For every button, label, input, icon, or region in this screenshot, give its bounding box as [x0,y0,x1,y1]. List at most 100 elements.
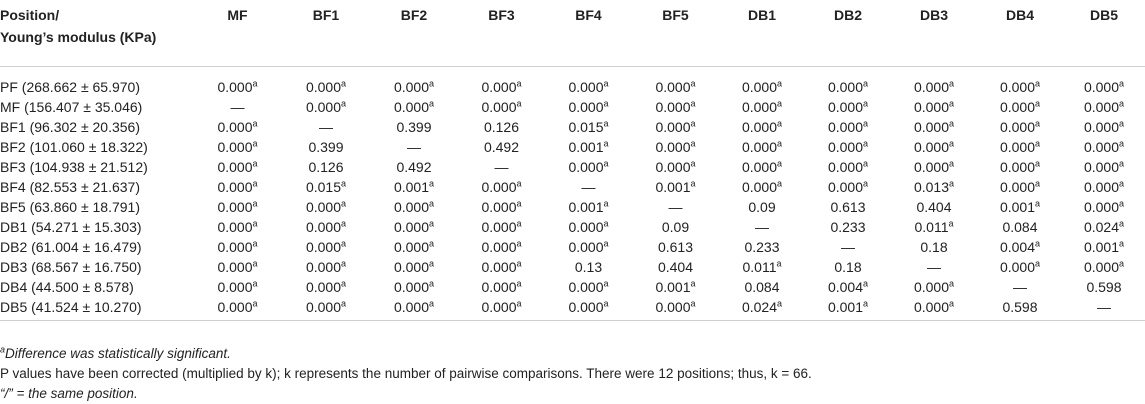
significance-mark: a [252,118,258,129]
cell-value: 0.000 [568,299,604,315]
table-cell: — [891,257,977,277]
cell-value: 0.000 [1083,99,1120,115]
table-cell: 0.011a [891,217,977,237]
table-cell: 0.000a [458,297,545,321]
table-row: BF3 (104.938 ± 21.512) 0.000a 0.126 0.492—0… [0,157,1145,177]
table-cell: 0.000a [632,137,719,157]
cell-value: 0.000 [827,79,864,95]
cell-value: — [581,179,596,195]
significance-mark: a [603,238,609,249]
table-cell: 0.09 [632,217,719,237]
cell-value: 0.011 [914,219,949,235]
cell-value: 0.000 [217,199,253,215]
table-row: DB1 (54.271 ± 15.303) 0.000a 0.000a 0.000a 0… [0,217,1145,237]
table-cell: 0.126 [282,157,370,177]
table-body: PF (268.662 ± 65.970) 0.000a 0.000a 0.000a 0… [0,67,1145,321]
significance-mark: a [341,198,347,209]
table-cell: 0.000a [891,117,977,137]
table-cell: 0.404 [891,197,977,217]
table-cell: 0.001a [370,177,458,197]
position-header-line2: Young’s modulus (KPa) [0,29,157,45]
table-cell: 0.000a [545,237,632,257]
cell-value: — [319,119,333,135]
significance-mark: a [690,178,696,189]
table-cell: 0.000a [719,117,805,137]
cell-value: — [407,139,421,155]
significance-mark: a [1119,178,1125,189]
table-cell: 0.000a [193,117,282,137]
table-cell: 0.000a [458,217,545,237]
cell-value: 0.000 [305,219,342,235]
table-cell: 0.000a [1063,157,1145,177]
significance-mark: a [949,178,955,189]
cell-value: 0.000 [827,139,864,155]
table-cell: 0.024a [1063,217,1145,237]
cell-value: 0.18 [834,259,862,275]
table-cell: 0.000a [193,297,282,321]
table-cell: 0.233 [719,237,805,257]
significance-mark: a [1035,198,1041,209]
table-row: BF1 (96.302 ± 20.356) 0.000a —0.399 0.126 0.… [0,117,1145,137]
cell-value: 0.000 [481,99,517,115]
significance-mark: a [1119,218,1125,229]
significance-mark: a [516,98,522,109]
table-row: DB5 (41.524 ± 10.270) 0.000a 0.000a 0.000a 0… [0,297,1145,321]
table-cell: 0.000a [891,67,977,98]
significance-mark: a [603,158,609,169]
cell-value: — [1013,279,1027,295]
cell-value: 0.000 [827,99,864,115]
significance-mark: a [690,78,696,89]
table-cell: 0.000a [719,137,805,157]
significance-mark: a [949,138,955,149]
significance-mark: a [252,138,258,149]
cell-value: 0.126 [483,119,520,135]
significance-mark: a [863,138,869,149]
cell-value: 0.000 [217,219,253,235]
table-cell: 0.000a [805,117,891,137]
column-header: DB2 [833,7,862,23]
table-cell: 0.000a [282,97,370,117]
table-cell: 0.613 [805,197,891,217]
cell-value: 0.000 [913,159,950,175]
significance-mark: a [252,178,258,189]
table-cell: 0.000a [632,67,719,98]
cell-value: 0.598 [1002,299,1038,315]
cell-value: 0.001 [999,199,1036,215]
table-cell: 0.000a [891,277,977,297]
cell-value: 0.000 [999,119,1036,135]
significance-mark: a [777,78,783,89]
significance-mark: a [1119,158,1125,169]
cell-value: 0.001 [568,199,604,215]
table-cell: 0.000a [193,157,282,177]
cell-value: 0.015 [305,179,342,195]
table-cell: 0.011a [719,257,805,277]
cell-value: 0.000 [913,119,950,135]
table-cell: 0.000a [805,157,891,177]
significance-mark: a [863,78,869,89]
cell-value: 0.001 [655,179,691,195]
significance-mark: a [341,278,347,289]
table-cell: 0.000a [977,137,1063,157]
cell-value: 0.024 [1083,219,1120,235]
table-cell: 0.000a [1063,197,1145,217]
cell-value: 0.404 [657,259,694,275]
table-cell: 0.000a [1063,67,1145,98]
cell-value: 0.084 [744,279,780,295]
cell-value: 0.000 [305,299,342,315]
table-cell: 0.001a [632,277,719,297]
position-column-header: Position/ Young’s modulus (KPa) [0,0,193,67]
cell-value: 0.000 [741,99,778,115]
row-label: DB1 (54.271 ± 15.303) [0,219,142,235]
table-cell: 0.013a [891,177,977,197]
table-cell: 0.000a [805,97,891,117]
cell-value: 0.000 [305,79,342,95]
cell-value: 0.399 [396,119,432,135]
cell-value: 0.000 [913,299,950,315]
significance-mark: a [516,218,522,229]
table-cell: 0.000a [977,67,1063,98]
cell-value: 0.000 [1083,259,1120,275]
cell-value: — [230,99,245,115]
significance-mark: a [252,78,258,89]
cell-value: — [668,199,683,215]
